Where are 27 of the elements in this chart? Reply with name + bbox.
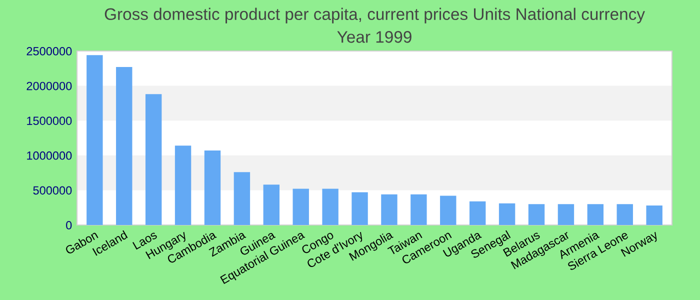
bar [352,192,368,225]
bar [587,204,604,225]
chart-title: Gross domestic product per capita, current prices Units National currency Year 1999 [104,8,645,43]
bar [410,194,427,225]
y-tick-label: 2500000 [26,47,72,56]
bar [440,196,456,225]
y-tick-label: 500000 [33,186,72,195]
bar [204,150,221,225]
y-tick-label: 0 [66,221,72,230]
bar [616,204,633,225]
bar [145,94,162,225]
y-tick-label: 2000000 [26,82,72,90]
bar [528,204,545,225]
bar [381,194,398,225]
y-tick-label: 1500000 [27,116,72,125]
bar [498,203,516,225]
bar [292,188,309,225]
bar [86,55,103,225]
bar [558,204,574,225]
bar [322,188,338,225]
bar [116,67,132,225]
bar [646,206,662,225]
y-tick-label: 1000000 [27,151,72,160]
bar [234,172,250,225]
bar [469,201,486,225]
bar [263,184,280,225]
bar [174,146,192,225]
